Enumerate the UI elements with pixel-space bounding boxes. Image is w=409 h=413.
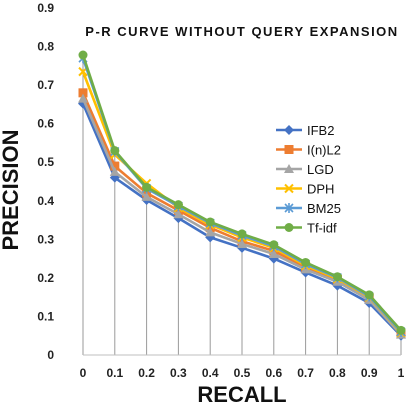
data-point (269, 240, 279, 250)
legend-marker (284, 125, 294, 135)
x-tick-label: 0.8 (329, 366, 346, 380)
y-tick-label: 0.3 (37, 232, 54, 246)
legend-label: IFB2 (307, 123, 334, 138)
x-tick-label: 0.7 (297, 366, 314, 380)
legend-marker (284, 145, 294, 154)
data-point (142, 182, 152, 192)
legend-item: BM25 (276, 201, 341, 216)
legend-label: BM25 (307, 201, 341, 216)
legend-label: I(n)L2 (307, 143, 341, 158)
data-point (173, 200, 183, 210)
data-point (364, 290, 374, 300)
x-tick-label: 0.9 (361, 366, 378, 380)
x-tick-label: 0.3 (170, 366, 187, 380)
data-point (205, 227, 216, 237)
y-tick-label: 0.4 (37, 194, 54, 208)
legend-label: DPH (307, 182, 334, 197)
y-axis-title: PRECISION (0, 129, 23, 250)
legend-marker (284, 223, 294, 232)
legend-item: DPH (276, 182, 334, 197)
legend-marker (284, 203, 294, 213)
data-point (268, 248, 279, 258)
y-tick-label: 0 (47, 348, 54, 362)
y-tick-label: 0.8 (37, 40, 54, 54)
legend-marker (284, 183, 294, 194)
legend-item: Tf-idf (276, 221, 337, 236)
data-point (205, 217, 215, 227)
data-point (110, 161, 120, 171)
data-point (78, 50, 88, 60)
series-group (78, 50, 406, 341)
x-tick-label: 0.6 (265, 366, 282, 380)
x-tick-label: 0.5 (234, 366, 251, 380)
data-point (173, 209, 184, 219)
data-point (396, 325, 406, 335)
x-tick-label: 0.4 (202, 366, 219, 380)
legend-item: IFB2 (276, 123, 334, 138)
data-point (237, 229, 247, 239)
x-tick-label: 0.1 (106, 366, 123, 380)
x-axis-title: RECALL (197, 382, 286, 407)
x-tick-label: 1 (398, 366, 405, 380)
chart-title: P-R CURVE WITHOUT QUERY EXPANSION (85, 24, 398, 39)
legend-label: Tf-idf (307, 221, 337, 236)
y-tick-label: 0.5 (37, 155, 54, 169)
data-point (109, 166, 120, 176)
legend-label: LGD (307, 162, 334, 177)
legend-item: I(n)L2 (276, 143, 341, 158)
legend: IFB2 I(n)L2 LGD DPH BM25 Tf-idf (276, 123, 341, 236)
legend-marker (284, 164, 294, 173)
x-tick-label: 0 (80, 366, 87, 380)
y-tick-label: 0.6 (37, 117, 54, 131)
y-tick-label: 0.7 (37, 78, 54, 92)
data-point (141, 191, 152, 201)
y-tick-label: 0.9 (37, 1, 54, 15)
data-point (237, 238, 247, 248)
x-tick-label: 0.2 (138, 366, 155, 380)
data-point (78, 93, 88, 103)
drop-lines-group (82, 55, 402, 355)
y-tick-label: 0.1 (37, 309, 54, 323)
legend-item: LGD (276, 162, 334, 177)
data-point (78, 88, 88, 98)
data-point (301, 257, 311, 267)
data-point (110, 146, 120, 156)
y-tick-label: 0.2 (37, 271, 54, 285)
axes-group: 0 0.1 0.2 0.3 0.4 0.5 0.6 0.7 0.8 0.9 0 0.1 0.2 0.3 0.… (37, 1, 404, 380)
data-point (332, 272, 342, 282)
series-tf-idf (78, 50, 406, 335)
